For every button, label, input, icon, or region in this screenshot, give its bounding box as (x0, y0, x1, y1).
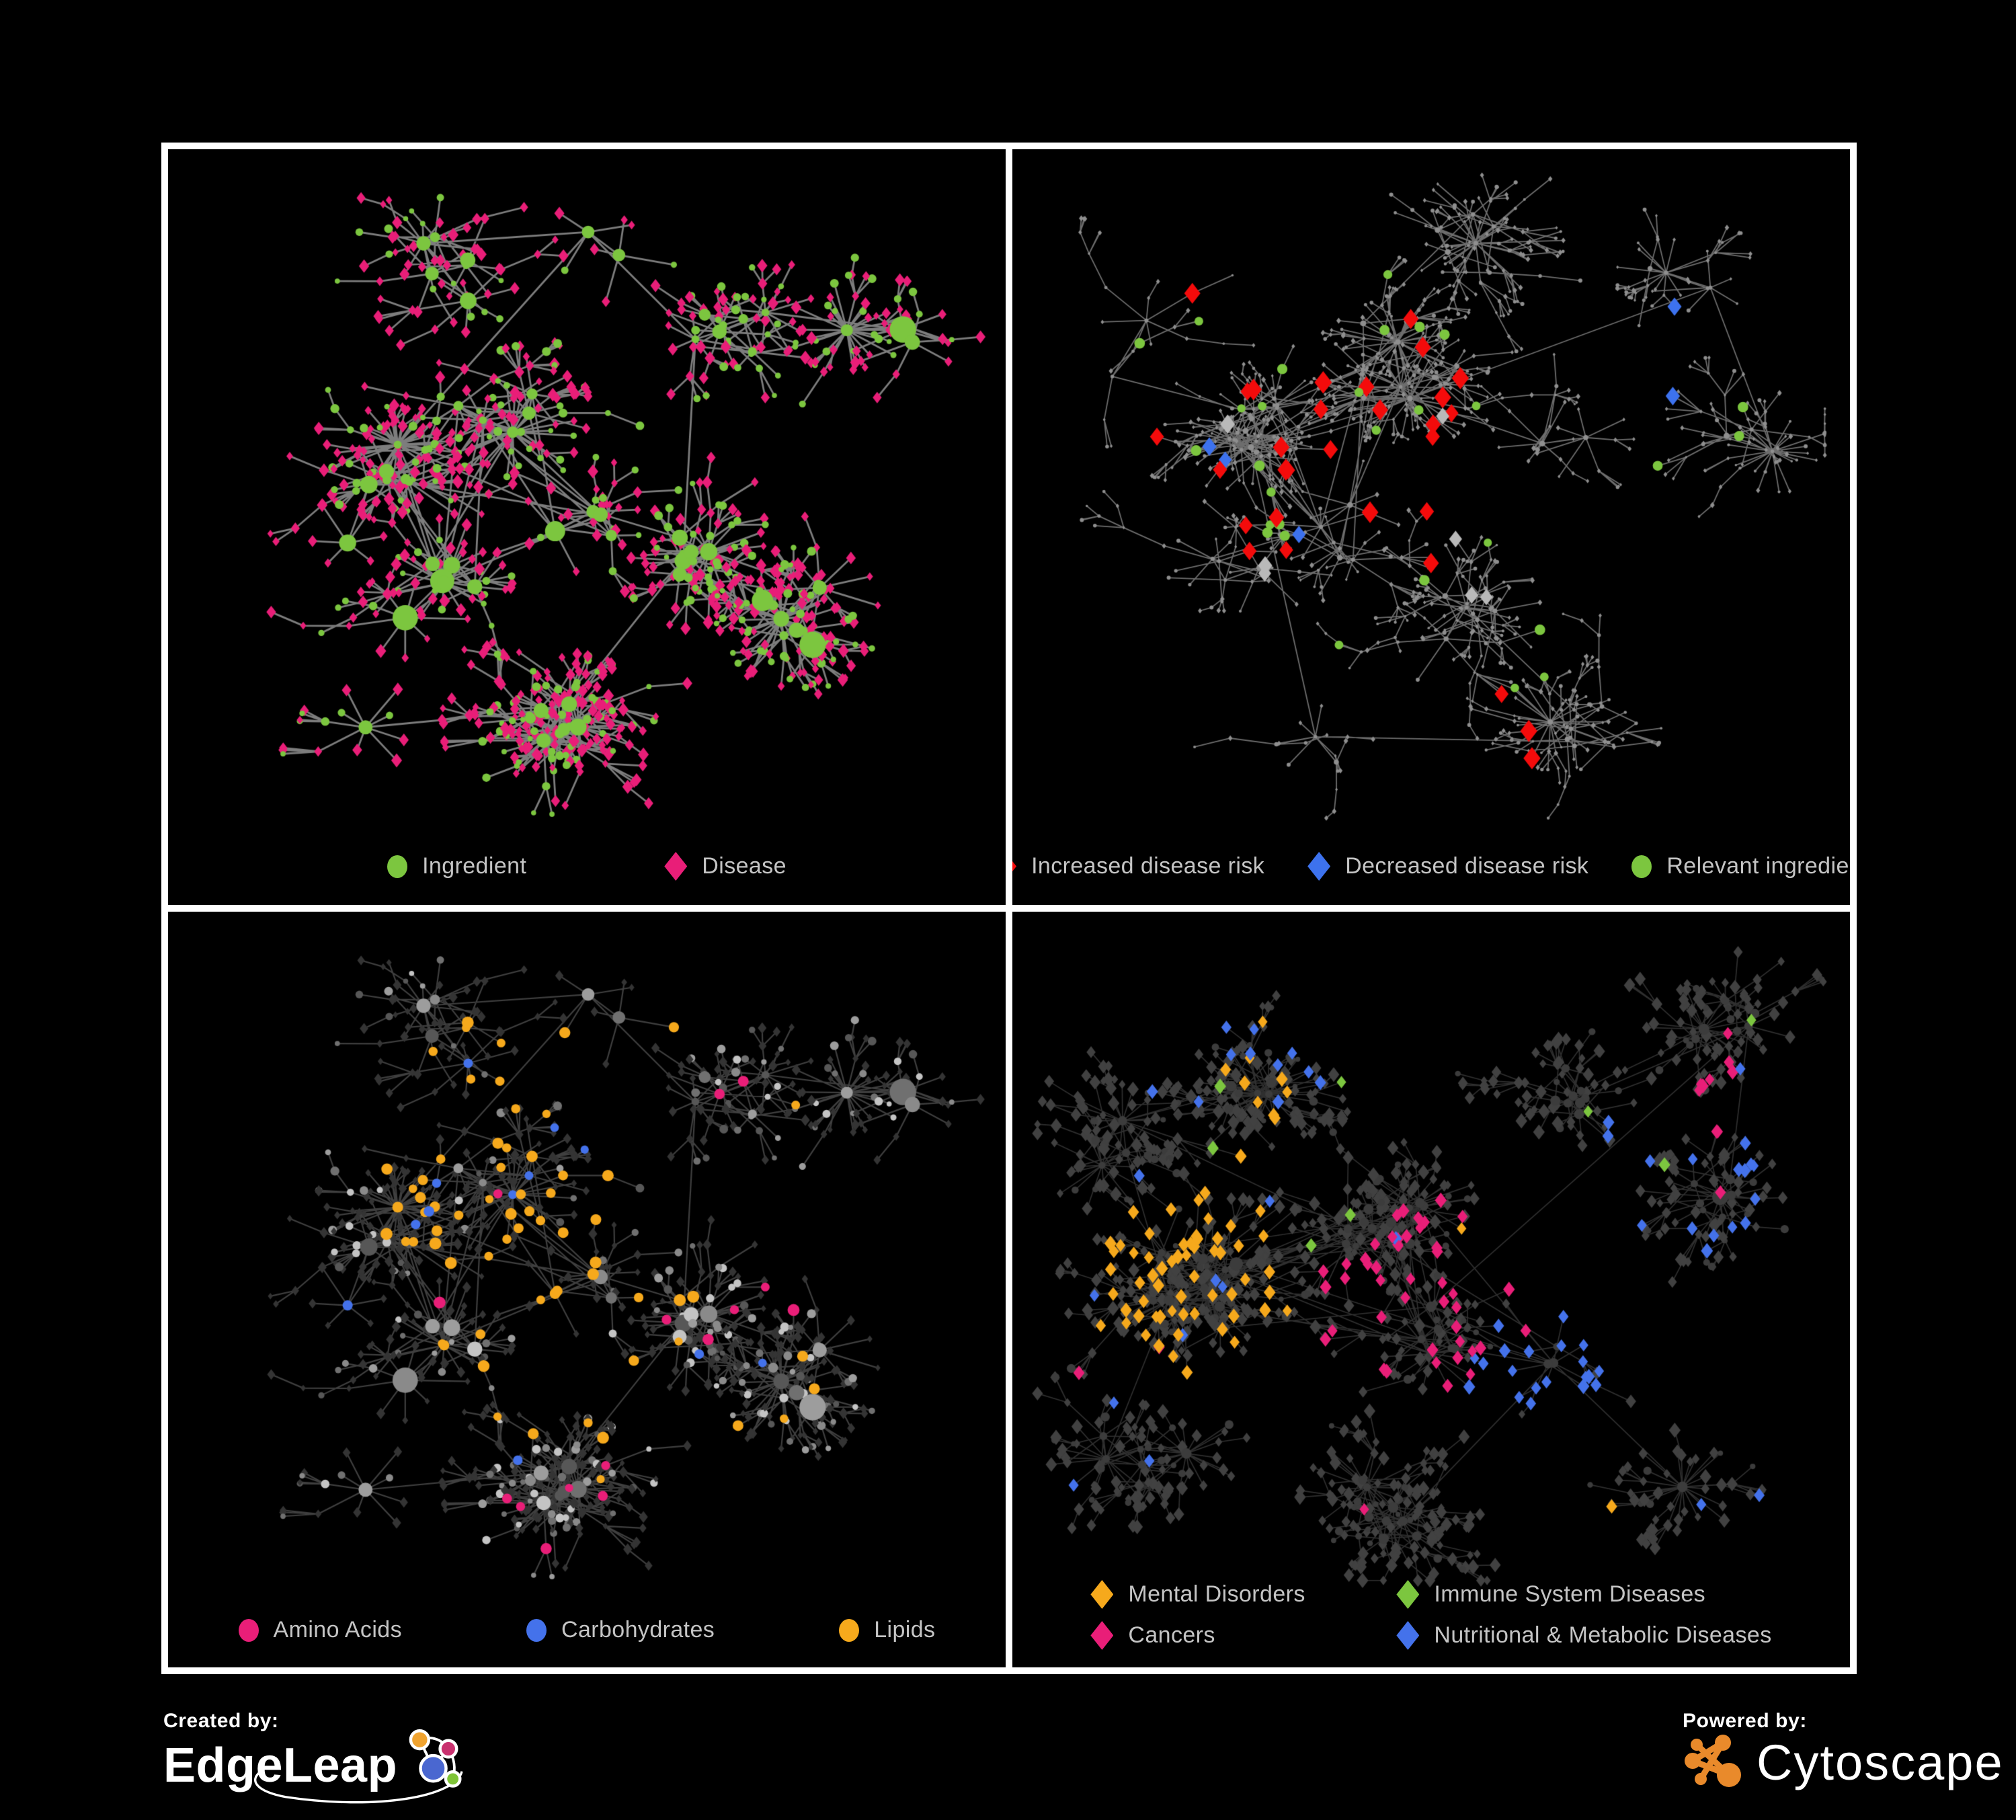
legend-item: Nutritional & Metabolic Diseases (1396, 1621, 1771, 1650)
legend-item: Increased disease risk (1012, 852, 1264, 881)
network-canvas-disease-risk (1012, 149, 1850, 905)
legend-item: Mental Disorders (1090, 1580, 1396, 1609)
lipids-swatch-icon (839, 1618, 860, 1642)
legend-label: Disease (702, 853, 787, 879)
legend-label: Relevant ingredient (1666, 853, 1850, 879)
amino-acids-swatch-icon (238, 1618, 259, 1642)
legend-label: Decreased disease risk (1345, 853, 1589, 879)
legend-item: Relevant ingredient (1631, 853, 1850, 879)
legend-item: Immune System Diseases (1396, 1580, 1771, 1609)
network-canvas-nutrient-classes (168, 912, 1006, 1667)
legend-label: Cancers (1128, 1622, 1215, 1648)
legend-ingredient-disease: Ingredient Disease (168, 852, 1006, 881)
nutritional-metabolic-diseases-swatch-icon (1396, 1621, 1420, 1650)
cytoscape-logo-icon (1685, 1735, 1741, 1787)
created-by-label: Created by: (163, 1710, 279, 1732)
cytoscape-brand-row: Cytoscape (1683, 1733, 2004, 1793)
edgeleap-logo-icon (254, 1729, 463, 1804)
legend-label: Lipids (874, 1617, 936, 1643)
edgeleap-logo-text: EdgeLeap (163, 1739, 398, 1792)
panel-grid: Ingredient Disease Increased disease ris… (161, 143, 1857, 1674)
powered-by-label: Powered by: (1683, 1710, 1807, 1732)
legend-nutrient-classes: Amino Acids Carbohydrates Lipids (168, 1617, 1006, 1643)
immune-system-diseases-swatch-icon (1396, 1580, 1420, 1609)
legend-item: Carbohydrates (526, 1617, 715, 1643)
panel-nutrient-classes: Amino Acids Carbohydrates Lipids (168, 912, 1006, 1667)
network-canvas-ingredient-disease (168, 149, 1006, 905)
disease-swatch-icon (664, 852, 688, 881)
decreased-risk-swatch-icon (1307, 852, 1331, 881)
panel-ingredient-disease: Ingredient Disease (168, 149, 1006, 905)
cytoscape-credit: Powered by: Cytoscape (1683, 1710, 2004, 1793)
legend-label: Immune System Diseases (1434, 1581, 1706, 1607)
legend-item: Ingredient (387, 853, 526, 879)
legend-label: Mental Disorders (1128, 1581, 1305, 1607)
increased-risk-swatch-icon (1012, 852, 1017, 881)
legend-item: Cancers (1090, 1621, 1396, 1650)
legend-item: Amino Acids (238, 1617, 402, 1643)
panel-disease-risk: Increased disease risk Decreased disease… (1012, 149, 1850, 905)
legend-disease-classes: Mental Disorders Immune System Diseases … (1012, 1580, 1850, 1650)
network-canvas-disease-classes (1012, 912, 1850, 1667)
mental-disorders-swatch-icon (1090, 1580, 1114, 1609)
edgeleap-credit: Created by: EdgeLeap (163, 1710, 474, 1804)
legend-item: Lipids (839, 1617, 935, 1643)
edgeleap-brand-row: EdgeLeap (163, 1729, 474, 1804)
legend-item: Decreased disease risk (1307, 852, 1588, 881)
legend-label: Nutritional & Metabolic Diseases (1434, 1622, 1772, 1648)
legend-disease-risk: Increased disease risk Decreased disease… (1012, 852, 1850, 881)
legend-label: Ingredient (422, 853, 527, 879)
legend-label: Carbohydrates (561, 1617, 715, 1643)
carbohydrates-swatch-icon (526, 1618, 547, 1642)
cytoscape-logo-text: Cytoscape (1757, 1735, 2004, 1790)
legend-label: Increased disease risk (1031, 853, 1265, 879)
panel-disease-classes: Mental Disorders Immune System Diseases … (1012, 912, 1850, 1667)
relevant-ingredient-swatch-icon (1631, 855, 1652, 878)
legend-item: Disease (664, 852, 787, 881)
ingredient-swatch-icon (387, 855, 408, 878)
legend-label: Amino Acids (273, 1617, 402, 1643)
cancers-swatch-icon (1090, 1621, 1114, 1650)
